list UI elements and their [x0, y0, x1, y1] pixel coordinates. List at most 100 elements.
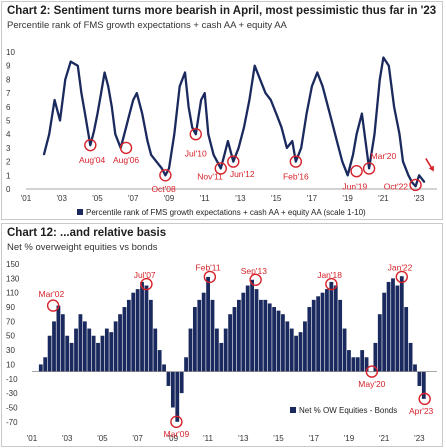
- y-tick-label: 3: [6, 144, 11, 153]
- x-tick-label: '09: [164, 194, 175, 203]
- data-point: [264, 92, 267, 94]
- annotation-label: Jun'12: [230, 169, 255, 179]
- bar: [109, 332, 114, 372]
- data-point: [114, 133, 116, 135]
- legend-swatch: [290, 407, 296, 413]
- x-tick-label: '17: [309, 434, 320, 443]
- data-point: [275, 113, 277, 115]
- bar: [298, 332, 303, 372]
- legend-swatch: [77, 209, 83, 215]
- bar: [347, 350, 351, 372]
- x-tick-label: '05: [92, 194, 103, 203]
- bar: [82, 321, 87, 372]
- annotation-circle: [46, 299, 60, 312]
- x-tick-label: '09: [168, 434, 179, 443]
- x-tick-label: '19: [344, 434, 355, 443]
- bar: [303, 321, 307, 372]
- bar: [56, 305, 61, 372]
- data-point: [355, 133, 358, 135]
- bar: [192, 307, 197, 372]
- bar: [386, 281, 391, 372]
- y-tick-label: 70: [6, 317, 15, 326]
- data-point: [300, 147, 302, 149]
- x-tick-label: '03: [62, 434, 73, 443]
- bar: [144, 285, 149, 372]
- bar: [351, 357, 356, 372]
- bar: [237, 299, 241, 372]
- data-point: [327, 106, 329, 108]
- bar: [157, 350, 162, 372]
- bar: [421, 371, 426, 399]
- data-point: [155, 161, 158, 163]
- data-point: [336, 140, 338, 142]
- bar: [382, 292, 387, 372]
- data-point: [125, 126, 127, 128]
- annotation-label: Feb'11: [196, 263, 221, 273]
- annotation-circle: [203, 270, 217, 284]
- data-point: [393, 106, 395, 108]
- data-point: [96, 113, 99, 115]
- bar: [325, 289, 329, 372]
- annotation-label: Feb'16: [283, 172, 309, 182]
- annotation-circle: [325, 277, 338, 291]
- annotation-label: May'20: [358, 379, 385, 389]
- y-tick-label: 6: [6, 103, 11, 112]
- bar: [140, 281, 144, 372]
- bar: [245, 285, 250, 372]
- chart-panel-sentiment: Chart 2: Sentiment turns more bearish in…: [1, 1, 443, 220]
- data-point: [53, 99, 56, 101]
- x-tick-label: '17: [307, 194, 318, 203]
- data-point: [361, 113, 363, 115]
- bar: [307, 307, 312, 372]
- bar: [148, 299, 153, 372]
- trend-arrow: [425, 158, 433, 169]
- bar: [153, 328, 158, 372]
- bar: [311, 299, 316, 372]
- data-point: [168, 167, 170, 170]
- data-point: [200, 99, 202, 101]
- bar: [259, 299, 263, 372]
- y-tick-label: -50: [6, 403, 18, 412]
- data-point: [111, 106, 113, 108]
- bar: [399, 276, 404, 372]
- y-tick-label: 30: [6, 346, 15, 355]
- bar: [404, 307, 409, 372]
- data-point: [213, 154, 215, 156]
- bar: [241, 292, 246, 372]
- bar: [188, 328, 193, 372]
- data-point: [93, 130, 95, 133]
- y-tick-label: -70: [6, 418, 18, 427]
- data-point: [254, 65, 256, 67]
- data-point: [352, 154, 354, 156]
- data-point: [191, 126, 193, 128]
- data-point: [64, 78, 66, 80]
- annotation-label: Aug'06: [113, 155, 139, 165]
- annotation-label: Jan'22: [388, 263, 413, 273]
- y-tick-label: 10: [6, 48, 15, 57]
- data-point: [414, 185, 417, 187]
- bar: [333, 285, 338, 372]
- legend-label: Percentile rank of FMS growth expectatio…: [86, 208, 366, 217]
- data-point: [204, 92, 206, 94]
- data-point: [398, 133, 401, 135]
- bar: [175, 371, 180, 422]
- bar: [184, 357, 188, 372]
- bar: [126, 299, 131, 372]
- x-tick-label: '05: [97, 434, 108, 443]
- data-point: [164, 174, 166, 176]
- y-tick-label: 4: [6, 130, 11, 139]
- data-point: [248, 99, 250, 101]
- annotation-label: Oct'22: [384, 181, 409, 191]
- data-point: [132, 99, 134, 101]
- bar: [162, 364, 166, 372]
- annotation-circle: [249, 273, 262, 286]
- chart-subtitle: Net % overweight equities vs bonds: [7, 242, 158, 253]
- bar: [364, 357, 369, 372]
- x-tick-label: '07: [132, 434, 143, 443]
- annotation-circle: [365, 365, 379, 378]
- x-tick-label: '19: [342, 194, 353, 203]
- annotation-circle: [289, 155, 303, 168]
- data-point: [270, 99, 272, 101]
- y-tick-label: -10: [6, 375, 18, 384]
